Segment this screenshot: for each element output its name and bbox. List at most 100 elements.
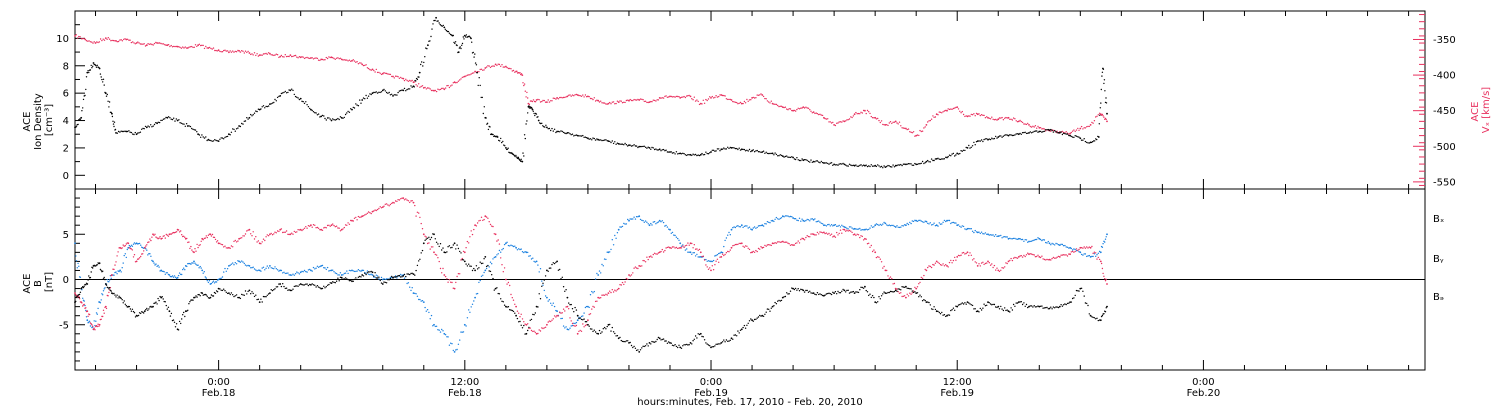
velocity-vx-point xyxy=(207,47,210,49)
b-z-point xyxy=(1093,251,1096,253)
velocity-vx-point xyxy=(124,38,126,40)
b-z-point xyxy=(369,212,371,214)
velocity-vx-point xyxy=(687,95,689,97)
velocity-vx-point xyxy=(1086,126,1088,128)
velocity-vx-point xyxy=(948,108,951,111)
b-y-point xyxy=(1054,244,1056,246)
b-x-point xyxy=(201,292,204,294)
b-x-point xyxy=(134,316,137,318)
b-x-point xyxy=(515,314,517,317)
b-z-point xyxy=(806,235,808,237)
b-z-point xyxy=(880,261,883,263)
ion-density-point xyxy=(307,106,310,108)
b-z-point xyxy=(1036,255,1038,258)
b-x-point xyxy=(226,292,229,295)
b-x-point xyxy=(76,295,79,297)
b-y-point xyxy=(694,255,697,257)
velocity-vx-point xyxy=(89,41,92,43)
ion-density-point xyxy=(861,165,863,167)
b-x-point xyxy=(670,342,672,344)
b-y-point xyxy=(966,227,969,230)
velocity-vx-point xyxy=(778,105,780,108)
b-x-point xyxy=(740,328,743,331)
b-y-point xyxy=(652,221,654,223)
b-z-point xyxy=(437,257,439,259)
b-z-point xyxy=(870,244,872,247)
ion-density-point xyxy=(765,151,767,153)
b-z-point xyxy=(194,248,196,250)
ion-density-point xyxy=(632,145,634,147)
b-x-point xyxy=(332,281,334,283)
b-z-point xyxy=(697,249,699,251)
ion-density-point xyxy=(1095,138,1097,140)
velocity-vx-point xyxy=(962,113,965,116)
b-z-point xyxy=(78,295,80,298)
velocity-vx-point xyxy=(894,120,897,123)
b-x-point xyxy=(687,344,689,346)
b-z-point xyxy=(800,238,802,241)
ion-density-point xyxy=(1071,136,1074,138)
b-x-point xyxy=(1034,306,1037,308)
ion-density-point xyxy=(347,110,349,113)
b-y-point xyxy=(276,269,279,271)
b-x-point xyxy=(114,294,116,296)
velocity-vx-point xyxy=(1050,130,1052,132)
velocity-vx-point xyxy=(736,101,738,104)
b-y-point xyxy=(518,248,520,250)
b-y-point xyxy=(96,313,99,315)
ion-density-point xyxy=(948,154,951,156)
ion-density-point xyxy=(1030,132,1033,134)
b-x-point xyxy=(373,275,375,277)
b-z-point xyxy=(905,296,907,299)
b-x-point xyxy=(235,294,238,296)
velocity-vx-point xyxy=(446,85,448,87)
b-y-point xyxy=(1045,241,1047,244)
b-y-point xyxy=(801,218,803,220)
ion-density-point xyxy=(133,133,135,136)
ion-density-point xyxy=(641,145,643,148)
velocity-vx-point xyxy=(579,95,581,97)
b-x-point xyxy=(493,289,495,291)
b-y-point xyxy=(632,218,634,220)
b-z-point xyxy=(306,227,308,229)
b-z-point xyxy=(686,244,688,246)
velocity-vx-point xyxy=(167,44,170,46)
b-x-point xyxy=(647,345,649,347)
b-x-point xyxy=(1079,287,1082,290)
b-x-point xyxy=(968,302,970,304)
b-y-point xyxy=(85,316,88,318)
b-y-point xyxy=(743,225,746,227)
b-x-point xyxy=(1011,309,1014,311)
b-x-point xyxy=(379,279,381,282)
velocity-vx-point xyxy=(451,84,453,86)
b-x-point xyxy=(1089,314,1092,317)
velocity-vx-point xyxy=(285,55,288,58)
ion-density-point xyxy=(340,116,343,119)
b-y-point xyxy=(596,272,598,275)
ion-density-point xyxy=(923,162,925,165)
b-x-point xyxy=(634,347,637,349)
b-z-point xyxy=(751,251,753,254)
ion-density-point xyxy=(441,25,443,27)
b-z-point xyxy=(265,236,267,238)
ion-density-point xyxy=(1043,130,1046,132)
b-x-point xyxy=(566,296,569,299)
b-x-point xyxy=(598,329,601,332)
b-z-point xyxy=(473,228,475,231)
b-x-point xyxy=(469,265,471,267)
b-y-point xyxy=(1032,239,1034,242)
b-x-point xyxy=(350,279,352,282)
b-y-point xyxy=(733,226,735,228)
velocity-vx-point xyxy=(1011,119,1014,121)
b-y-point xyxy=(384,278,386,281)
b-z-point xyxy=(1086,246,1088,248)
b-z-point xyxy=(768,244,770,246)
b-y-point xyxy=(234,262,236,264)
ion-density-point xyxy=(514,155,516,158)
ion-density-point xyxy=(1078,136,1080,138)
ion-density-point xyxy=(527,112,529,114)
velocity-vx-point xyxy=(364,64,366,67)
ion-density-point xyxy=(786,155,788,157)
b-y-point xyxy=(151,259,153,262)
ion-density-point xyxy=(292,89,294,92)
